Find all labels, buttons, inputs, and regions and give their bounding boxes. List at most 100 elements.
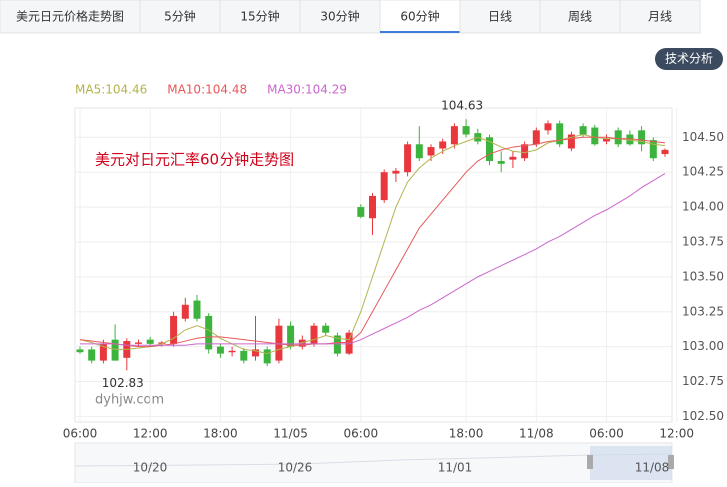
y-tick-label: 102.50: [682, 409, 724, 423]
y-tick-label: 103.25: [682, 304, 724, 318]
y-tick-label: 104.50: [682, 130, 724, 144]
high-annotation: 104.63: [441, 99, 483, 113]
navigator-window[interactable]: [590, 446, 672, 480]
candle-body: [567, 134, 575, 149]
candle-body: [228, 350, 236, 353]
tab[interactable]: [379, 0, 461, 34]
candle-body: [263, 349, 271, 364]
tab-label[interactable]: 美元日元价格走势图: [16, 9, 124, 24]
candle-body: [579, 126, 587, 135]
tab-label[interactable]: 5分钟: [164, 9, 196, 24]
candle-body: [76, 349, 84, 353]
candle-body: [591, 127, 599, 145]
navigator[interactable]: [74, 442, 673, 484]
plot-frame: [74, 107, 673, 423]
candle-body: [287, 325, 295, 347]
y-tick-label: 102.75: [682, 374, 724, 388]
x-tick-label: 12:00: [659, 427, 694, 441]
candle-body: [427, 147, 435, 156]
y-tick-label: 104.00: [682, 200, 724, 214]
candle-body: [649, 140, 657, 159]
candle-body: [486, 137, 493, 162]
tab[interactable]: [619, 0, 701, 34]
candle-body: [240, 350, 248, 361]
candle-body: [170, 315, 178, 344]
candle-body: [439, 141, 447, 149]
candle-body: [450, 126, 458, 145]
tab[interactable]: [0, 0, 141, 34]
x-tick-label: 12:00: [133, 427, 168, 441]
tab[interactable]: [219, 0, 301, 34]
candle-body: [497, 161, 505, 164]
analysis-button-bg[interactable]: [655, 48, 723, 70]
candle-body: [661, 149, 669, 155]
candle-body: [310, 325, 318, 344]
candle-body: [193, 300, 201, 319]
y-tick-label: 103.75: [682, 234, 724, 248]
candle-body: [415, 144, 423, 159]
navigator-label: 11/08: [635, 461, 670, 475]
navigator-handle[interactable]: [668, 455, 674, 469]
candle-body: [392, 170, 400, 174]
tab-label[interactable]: 15分钟: [240, 9, 279, 24]
watermark: dyhjw.com: [95, 393, 164, 408]
candle-body: [462, 126, 470, 135]
candle-body: [205, 315, 213, 350]
legend-entry: MA30:104.29: [267, 83, 347, 97]
y-tick-label: 103.50: [682, 269, 724, 283]
tab-label[interactable]: 30分钟: [320, 9, 359, 24]
navigator-label: 10/20: [133, 461, 168, 475]
x-tick-label: 11/05: [273, 427, 308, 441]
analysis-button[interactable]: 技术分析: [665, 52, 713, 66]
candle-body: [275, 325, 283, 361]
navigator-label: 11/01: [438, 461, 473, 475]
candle-body: [509, 156, 517, 160]
candle-body: [99, 343, 107, 361]
candle-body: [252, 349, 259, 357]
candle-body: [333, 335, 341, 354]
candle-body: [521, 144, 529, 159]
tab-label[interactable]: 日线: [488, 10, 512, 24]
ma-line: [80, 173, 666, 346]
ma-line: [79, 136, 666, 348]
x-tick-label: 06:00: [589, 427, 624, 441]
candle-body: [216, 346, 224, 354]
legend-entry: MA10:104.48: [167, 83, 247, 97]
candle-body: [380, 172, 388, 201]
ma-line: [79, 134, 666, 355]
x-tick-label: 18:00: [203, 427, 238, 441]
candle-body: [603, 138, 610, 142]
candle-body: [158, 342, 166, 344]
candle-body: [357, 207, 365, 217]
candle-body: [532, 130, 540, 145]
y-tick-label: 103.00: [682, 339, 724, 353]
chart-title: 美元对日元汇率60分钟走势图: [95, 151, 294, 169]
x-tick-label: 11/08: [519, 427, 554, 441]
candle-body: [135, 342, 142, 344]
candle-body: [638, 130, 646, 145]
tab-label[interactable]: 周线: [568, 10, 592, 24]
y-tick-label: 104.25: [682, 165, 724, 179]
tab-bar: 美元日元价格走势图 5分钟 15分钟 30分钟 60分钟 日线 周线 月线: [0, 0, 701, 34]
candle-body: [404, 144, 412, 173]
tab-label[interactable]: 60分钟: [400, 9, 439, 24]
candle-body: [544, 123, 552, 131]
tab-label[interactable]: 月线: [648, 10, 672, 24]
candle-body: [322, 325, 330, 333]
x-tick-label: 06:00: [63, 427, 98, 441]
candle-body: [614, 130, 622, 145]
candle-body: [88, 349, 96, 361]
candle-body: [626, 134, 634, 145]
candle-body: [181, 304, 189, 319]
navigator-label: 10/26: [278, 461, 313, 475]
legend-entry: MA5:104.46: [75, 83, 147, 97]
x-tick-label: 06:00: [344, 427, 379, 441]
navigator-handle[interactable]: [587, 455, 593, 469]
low-annotation: 102.83: [102, 376, 144, 390]
candle-body: [298, 339, 306, 347]
x-tick-label: 18:00: [449, 427, 484, 441]
candle-body: [146, 339, 154, 344]
tab-underline: [380, 31, 460, 33]
candle-body: [369, 195, 376, 219]
